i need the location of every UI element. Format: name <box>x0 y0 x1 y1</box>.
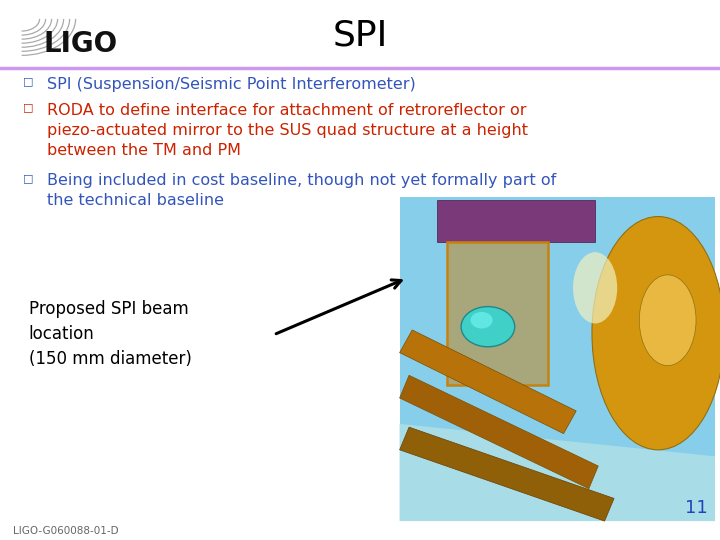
Bar <box>447 242 548 385</box>
Text: 11: 11 <box>685 499 708 517</box>
Polygon shape <box>400 424 715 521</box>
Text: Being included in cost baseline, though not yet formally part of
the technical b: Being included in cost baseline, though … <box>47 173 556 208</box>
Bar <box>438 200 595 242</box>
Circle shape <box>461 307 515 347</box>
Text: □: □ <box>23 173 34 183</box>
Bar <box>447 242 548 385</box>
Text: SPI: SPI <box>333 19 387 53</box>
Text: SPI (Suspension/Seismic Point Interferometer): SPI (Suspension/Seismic Point Interferom… <box>47 77 415 92</box>
Polygon shape <box>400 375 598 489</box>
Text: LIGO: LIGO <box>43 30 117 58</box>
Text: □: □ <box>23 103 34 113</box>
Polygon shape <box>400 427 614 521</box>
Polygon shape <box>400 330 576 434</box>
Text: □: □ <box>23 77 34 87</box>
Text: RODA to define interface for attachment of retroreflector or
piezo-actuated mirr: RODA to define interface for attachment … <box>47 103 528 158</box>
Ellipse shape <box>573 252 617 323</box>
Text: LIGO-G060088-01-D: LIGO-G060088-01-D <box>13 525 119 536</box>
Ellipse shape <box>639 275 696 366</box>
Bar <box>400 197 715 521</box>
Text: Proposed SPI beam
location
(150 mm diameter): Proposed SPI beam location (150 mm diame… <box>29 300 192 368</box>
Ellipse shape <box>592 217 720 450</box>
Circle shape <box>471 312 492 328</box>
